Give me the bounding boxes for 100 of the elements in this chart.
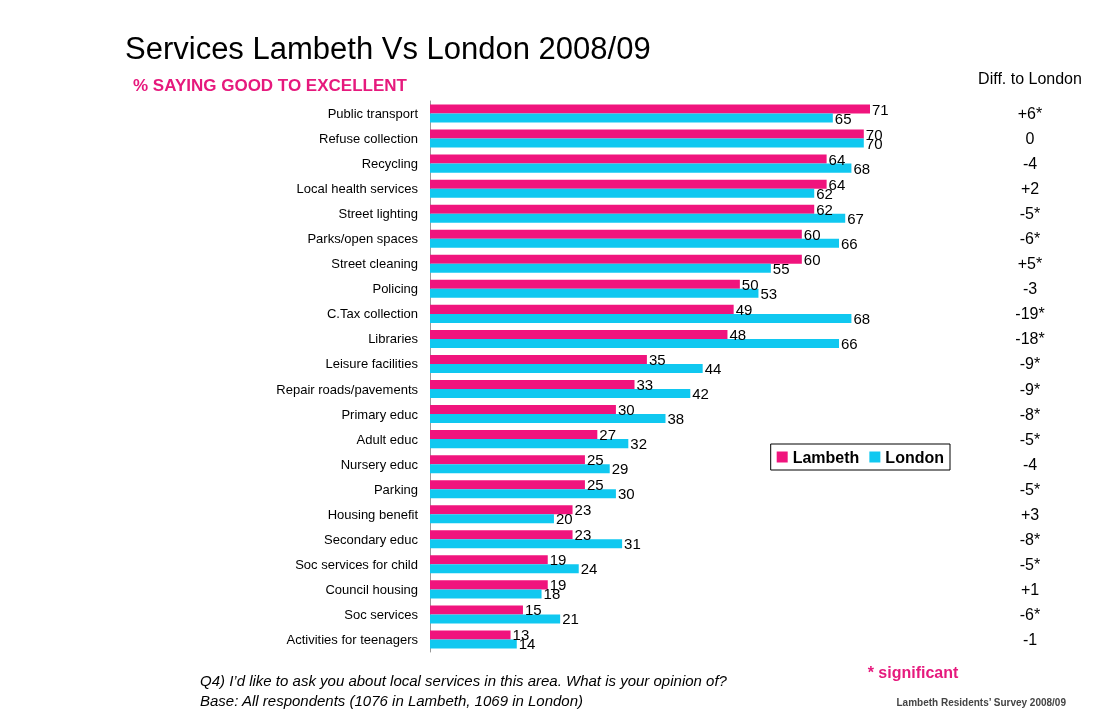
y-tick-label: C.Tax collection (326, 306, 418, 322)
text: Q4) I’d like to ask you about local services in this area. What is your opinion of? (200, 671, 728, 689)
text: -5* (1019, 555, 1041, 573)
bar (430, 263, 771, 273)
data-label: 25 (586, 476, 604, 494)
text: Diff. to London (978, 69, 1082, 87)
bar (430, 414, 666, 424)
data-label: 23 (574, 526, 592, 544)
legend-label: Lambeth (792, 448, 860, 466)
y-tick-label: Local health services (296, 181, 419, 197)
data-label: 30 (617, 485, 635, 503)
y-tick-label: Adult educ (356, 431, 419, 447)
y-tick-label: Activities for teenagers (286, 631, 419, 647)
data-label: 24 (580, 560, 598, 578)
data-label: 35 (648, 350, 666, 368)
y-tick-label: Public transport (327, 106, 419, 122)
text: -3 (1022, 280, 1038, 298)
text: % SAYING GOOD TO EXCELLENT (133, 76, 408, 95)
data-label: 55 (772, 259, 790, 277)
text: * significant (867, 663, 960, 681)
text: -8* (1019, 405, 1041, 423)
bar (430, 279, 740, 289)
bar (430, 363, 703, 373)
bar (430, 430, 598, 440)
y-tick-label: Primary educ (341, 406, 419, 422)
text: +1 (1020, 580, 1040, 598)
bar (430, 254, 802, 264)
bar (430, 154, 827, 164)
text: -9* (1019, 355, 1041, 373)
data-label: 33 (636, 376, 654, 394)
y-tick-label: Refuse collection (319, 131, 418, 147)
y-tick-label: Council housing (325, 581, 418, 597)
text: -5* (1019, 205, 1041, 223)
data-label: 20 (555, 510, 573, 528)
y-tick-label: Recycling (361, 156, 418, 172)
data-label: 60 (803, 225, 821, 243)
y-tick-label: Parking (373, 481, 418, 497)
bar (430, 639, 517, 649)
text: -5* (1019, 480, 1041, 498)
text: +3 (1020, 505, 1040, 523)
bar (430, 405, 616, 415)
bar (430, 229, 802, 239)
data-label: 65 (834, 109, 852, 127)
data-label: 64 (828, 150, 846, 168)
bar (430, 555, 548, 565)
data-label: 44 (704, 359, 722, 377)
bar (430, 113, 833, 123)
data-label: 68 (853, 159, 871, 177)
bar (430, 204, 815, 214)
data-label: 48 (729, 325, 747, 343)
y-tick-label: Housing benefit (327, 506, 419, 522)
bar (430, 505, 573, 515)
data-label: 42 (692, 385, 709, 403)
data-label: 53 (760, 284, 778, 302)
data-label: 30 (617, 401, 635, 419)
bar (430, 439, 629, 449)
data-label: 67 (847, 209, 864, 227)
data-label: 62 (816, 200, 833, 218)
text: +2 (1020, 180, 1040, 198)
bar (430, 589, 542, 599)
bar (430, 288, 759, 298)
bar (430, 464, 610, 474)
data-label: 49 (735, 300, 753, 318)
bar (430, 338, 840, 348)
bar (430, 163, 852, 173)
bar (430, 514, 554, 524)
chart-title: Services Lambeth Vs London 2008/09 (125, 31, 651, 66)
data-label: 32 (630, 435, 647, 453)
text: +6* (1017, 105, 1043, 123)
bar (430, 455, 585, 465)
bar (430, 213, 846, 223)
y-tick-label: Street lighting (338, 206, 418, 222)
y-tick-label: Leisure facilities (325, 356, 419, 372)
text: -5* (1019, 430, 1041, 448)
bar (430, 179, 827, 189)
bar (430, 104, 870, 114)
bar (430, 614, 561, 624)
data-label: 15 (524, 601, 542, 619)
bar (430, 129, 864, 139)
bar (430, 380, 635, 390)
text: +5* (1017, 255, 1043, 273)
y-tick-label: Nursery educ (340, 456, 419, 472)
text: -19* (1015, 305, 1045, 323)
data-label: 29 (611, 460, 629, 478)
data-label: 19 (549, 551, 567, 569)
text: -4 (1022, 155, 1038, 173)
data-label: 21 (562, 610, 579, 628)
legend-label: London (885, 448, 944, 466)
y-tick-label: Libraries (368, 331, 419, 347)
bar (430, 564, 579, 574)
data-label: 27 (599, 426, 617, 444)
bar (430, 530, 573, 540)
bar (430, 188, 815, 198)
y-tick-label: Policing (372, 281, 418, 297)
text: -9* (1019, 380, 1041, 398)
y-tick-label: Repair roads/pavements (276, 381, 419, 397)
text: -18* (1015, 330, 1045, 348)
bar (430, 630, 511, 640)
data-label: 60 (803, 250, 821, 268)
data-label: 71 (872, 100, 889, 118)
